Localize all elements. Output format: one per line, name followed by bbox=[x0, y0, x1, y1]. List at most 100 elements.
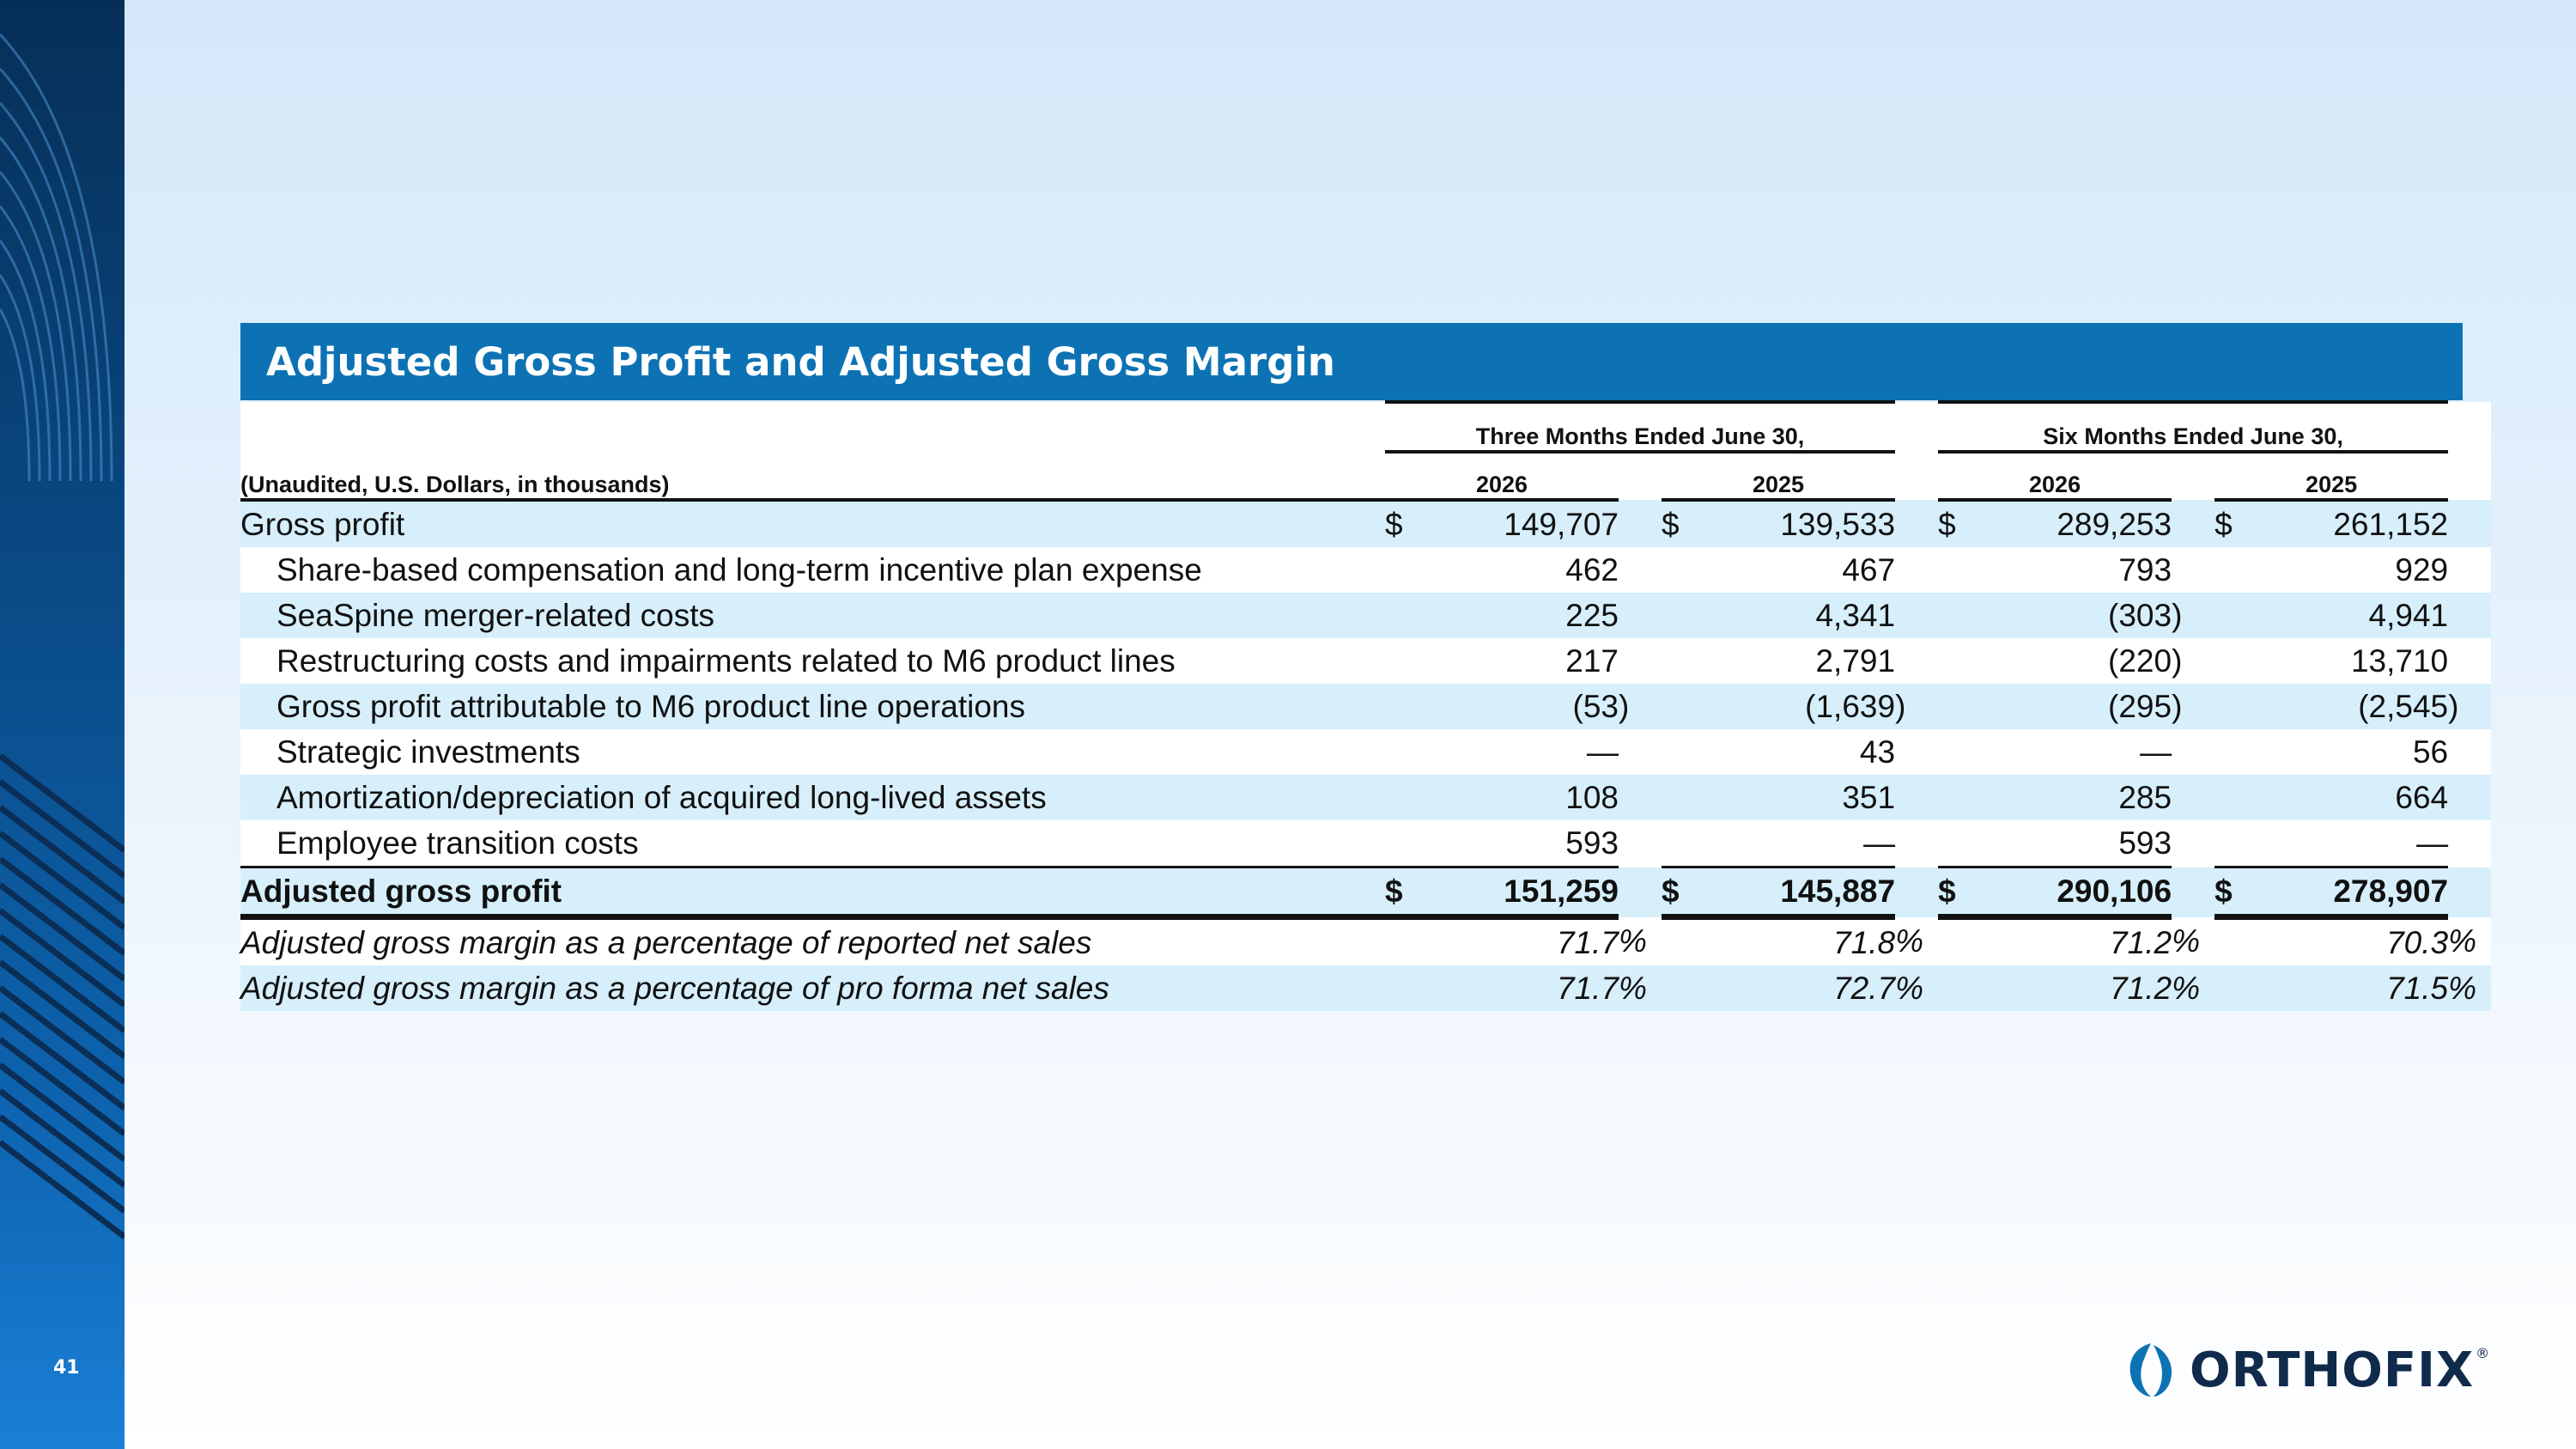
cell-value: 278,907 bbox=[2249, 866, 2449, 920]
row-label: Share-based compensation and long-term i… bbox=[240, 547, 1385, 593]
row-label: Employee transition costs bbox=[240, 820, 1385, 868]
percent-sign: % bbox=[1619, 965, 1662, 1011]
cell-value: 261,152 bbox=[2249, 500, 2449, 547]
cell-paren bbox=[2448, 547, 2492, 593]
cell-paren: ) bbox=[2172, 684, 2215, 729]
row-label: SeaSpine merger-related costs bbox=[240, 593, 1385, 638]
percent-sign: % bbox=[1619, 916, 1662, 965]
cell-paren: ) bbox=[2172, 638, 2215, 684]
cell-paren: ) bbox=[1895, 684, 1939, 729]
cell-paren bbox=[1895, 820, 1939, 868]
cell-paren bbox=[1619, 547, 1662, 593]
cell-value: 139,533 bbox=[1696, 500, 1896, 547]
row-label: Strategic investments bbox=[240, 729, 1385, 775]
table-row: Employee transition costs 593 — 593 — bbox=[240, 820, 2492, 868]
percent-sign: % bbox=[2172, 916, 2215, 965]
cell-paren bbox=[1619, 729, 1662, 775]
cell-paren bbox=[2172, 775, 2215, 820]
cell-value: 149,707 bbox=[1419, 500, 1619, 547]
cell-paren bbox=[2448, 820, 2492, 868]
row-label: Gross profit bbox=[240, 500, 1385, 547]
cell-paren: ) bbox=[1619, 684, 1662, 729]
logo-wordmark: ORTHOFIX bbox=[2190, 1342, 2475, 1398]
table-row: Restructuring costs and impairments rela… bbox=[240, 638, 2492, 684]
cell-paren bbox=[1619, 593, 1662, 638]
table-row-margin: Adjusted gross margin as a percentage of… bbox=[240, 916, 2492, 965]
cell-value: 462 bbox=[1419, 547, 1619, 593]
cell-value: 285 bbox=[1972, 775, 2172, 820]
cell-value: 70.3 bbox=[2249, 916, 2449, 965]
dollar-sign: $ bbox=[1662, 500, 1696, 547]
cell-paren bbox=[1619, 775, 1662, 820]
table-row: Gross profit $ 149,707 $ 139,533 $ 289,2… bbox=[240, 500, 2492, 547]
cell-value: 108 bbox=[1419, 775, 1619, 820]
cell-value: 71.2 bbox=[1972, 965, 2172, 1011]
sidebar-line-pattern bbox=[0, 33, 125, 1239]
table-row: Gross profit attributable to M6 product … bbox=[240, 684, 2492, 729]
cell-paren bbox=[2448, 729, 2492, 775]
year-header: 2026 bbox=[1385, 452, 1619, 502]
dollar-sign: $ bbox=[2215, 866, 2250, 920]
cell-paren bbox=[2172, 729, 2215, 775]
cell-value: (295 bbox=[1972, 684, 2172, 729]
cell-value: (2,545 bbox=[2249, 684, 2449, 729]
cell-value: 593 bbox=[1972, 820, 2172, 868]
cell-paren bbox=[1895, 593, 1939, 638]
cell-value: 151,259 bbox=[1419, 866, 1619, 920]
cell-value: 71.8 bbox=[1696, 916, 1896, 965]
cell-value: 72.7 bbox=[1696, 965, 1896, 1011]
cell-paren bbox=[2448, 775, 2492, 820]
cell-paren bbox=[1895, 638, 1939, 684]
row-label: Adjusted gross profit bbox=[240, 866, 1385, 920]
cell-value: 351 bbox=[1696, 775, 1896, 820]
cell-paren bbox=[2172, 820, 2215, 868]
table-row: Share-based compensation and long-term i… bbox=[240, 547, 2492, 593]
slide-title: Adjusted Gross Profit and Adjusted Gross… bbox=[266, 338, 1335, 385]
cell-paren: ) bbox=[2448, 684, 2492, 729]
cell-paren bbox=[2172, 547, 2215, 593]
cell-value: 71.7 bbox=[1419, 965, 1619, 1011]
cell-paren bbox=[1895, 500, 1939, 547]
cell-value: 56 bbox=[2249, 729, 2449, 775]
percent-sign: % bbox=[1895, 916, 1939, 965]
cell-paren bbox=[2448, 638, 2492, 684]
dollar-sign: $ bbox=[2215, 500, 2250, 547]
cell-value: 664 bbox=[2249, 775, 2449, 820]
title-bar: Adjusted Gross Profit and Adjusted Gross… bbox=[240, 323, 2463, 400]
orthofix-logo: ORTHOFIX ® bbox=[2121, 1340, 2489, 1400]
cell-paren bbox=[2172, 500, 2215, 547]
dollar-sign: $ bbox=[1385, 500, 1419, 547]
period-header-three-months: Three Months Ended June 30, bbox=[1385, 400, 1896, 454]
year-header: 2025 bbox=[2215, 452, 2449, 502]
table-row: Strategic investments — 43 — 56 bbox=[240, 729, 2492, 775]
dollar-sign: $ bbox=[1938, 866, 1973, 920]
table-row: Amortization/depreciation of acquired lo… bbox=[240, 775, 2492, 820]
cell-value: 4,941 bbox=[2249, 593, 2449, 638]
cell-value: 593 bbox=[1419, 820, 1619, 868]
row-label: Gross profit attributable to M6 product … bbox=[240, 684, 1385, 729]
cell-value: 793 bbox=[1972, 547, 2172, 593]
table-row: SeaSpine merger-related costs 225 4,341 … bbox=[240, 593, 2492, 638]
cell-paren bbox=[2448, 593, 2492, 638]
period-header-six-months: Six Months Ended June 30, bbox=[1938, 400, 2449, 454]
cell-paren: ) bbox=[2172, 593, 2215, 638]
page-number: 41 bbox=[53, 1357, 80, 1379]
cell-paren bbox=[1895, 547, 1939, 593]
percent-sign: % bbox=[1895, 965, 1939, 1011]
cell-value: — bbox=[2249, 820, 2449, 868]
cell-value: 4,341 bbox=[1696, 593, 1896, 638]
cell-value: 71.5 bbox=[2249, 965, 2449, 1011]
cell-value: 929 bbox=[2249, 547, 2449, 593]
cell-value: — bbox=[1972, 729, 2172, 775]
cell-value: (53 bbox=[1419, 684, 1619, 729]
cell-value: 43 bbox=[1696, 729, 1896, 775]
cell-value: (220 bbox=[1972, 638, 2172, 684]
cell-value: 467 bbox=[1696, 547, 1896, 593]
cell-value: 71.7 bbox=[1419, 916, 1619, 965]
table-header-periods: Three Months Ended June 30, Six Months E… bbox=[240, 400, 2492, 454]
table-row-margin: Adjusted gross margin as a percentage of… bbox=[240, 965, 2492, 1011]
table-row-total: Adjusted gross profit $ 151,259 $ 145,88… bbox=[240, 866, 2492, 920]
cell-paren bbox=[1895, 729, 1939, 775]
cell-value: (303 bbox=[1972, 593, 2172, 638]
orthofix-mark-icon bbox=[2129, 1343, 2172, 1397]
